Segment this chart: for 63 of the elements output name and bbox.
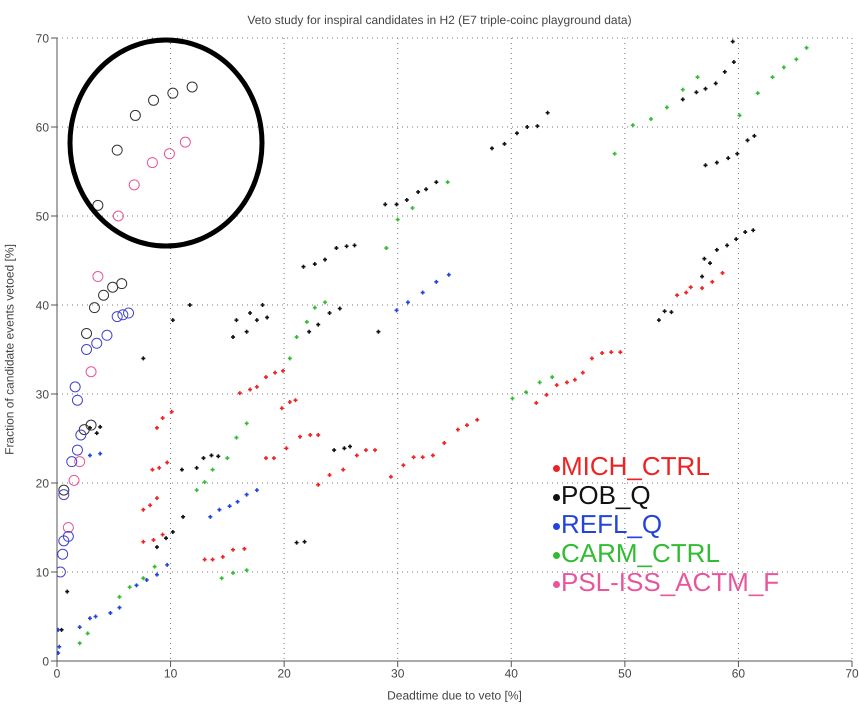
chart-title: Veto study for inspiral candidates in H2 (E7 triple-coinc playground data) — [247, 13, 632, 27]
point — [117, 309, 128, 320]
point — [101, 330, 112, 341]
point — [58, 535, 70, 546]
point — [78, 424, 90, 436]
point — [81, 328, 92, 339]
point — [72, 394, 83, 406]
point — [57, 548, 68, 560]
legend-label: CARM_CTRL — [560, 538, 721, 568]
point — [91, 338, 102, 349]
y-tick-label: 40 — [36, 298, 50, 312]
point — [58, 484, 70, 496]
point — [164, 148, 175, 160]
point — [130, 110, 141, 121]
point — [112, 311, 123, 322]
y-tick-label: 30 — [36, 387, 50, 402]
point — [74, 456, 86, 468]
point — [146, 157, 158, 168]
point — [62, 530, 74, 542]
point — [75, 429, 86, 440]
point — [180, 136, 191, 148]
y-tick-label: 70 — [36, 31, 50, 46]
point — [68, 474, 80, 486]
point — [107, 282, 118, 293]
x-tick-label: 40 — [504, 666, 518, 681]
point — [62, 522, 74, 533]
y-tick-label: 10 — [36, 565, 50, 580]
point — [167, 88, 178, 99]
point — [58, 489, 70, 500]
point — [186, 81, 198, 92]
point — [86, 420, 97, 431]
point — [86, 366, 97, 378]
x-tick-label: 60 — [732, 666, 746, 681]
point — [116, 278, 128, 290]
y-tick-label: 60 — [36, 120, 50, 134]
x-tick-label: 50 — [618, 666, 632, 681]
x-tick-label: 20 — [277, 666, 292, 681]
x-tick-label: 30 — [391, 666, 405, 681]
y-tick-label: 20 — [36, 476, 50, 490]
point — [92, 271, 104, 282]
x-tick-label: 0 — [54, 666, 61, 681]
x-tick-label: 10 — [164, 666, 178, 681]
point — [81, 344, 92, 355]
point — [98, 290, 110, 301]
point — [148, 94, 160, 106]
x-tick-label: 70 — [845, 666, 859, 681]
legend-label: REFL_Q — [560, 509, 664, 539]
legend-label: POB_Q — [560, 480, 651, 510]
x-axis-title: Deadtime due to veto [%] — [387, 688, 522, 703]
y-tick-label: 50 — [36, 209, 50, 224]
y-tick-label: 0 — [42, 654, 50, 668]
y-axis-title: Fraction of candidate events vetoed [%] — [2, 244, 16, 455]
point — [70, 381, 81, 392]
point — [112, 144, 123, 156]
point — [123, 308, 134, 319]
point — [128, 179, 140, 190]
legend-label: PSL-ISS_ACTM_F — [560, 567, 780, 597]
point — [112, 210, 124, 222]
legend-label: MICH_CTRL — [560, 451, 711, 481]
point — [66, 456, 78, 468]
point — [92, 200, 104, 211]
point — [72, 444, 83, 456]
point — [88, 302, 100, 314]
